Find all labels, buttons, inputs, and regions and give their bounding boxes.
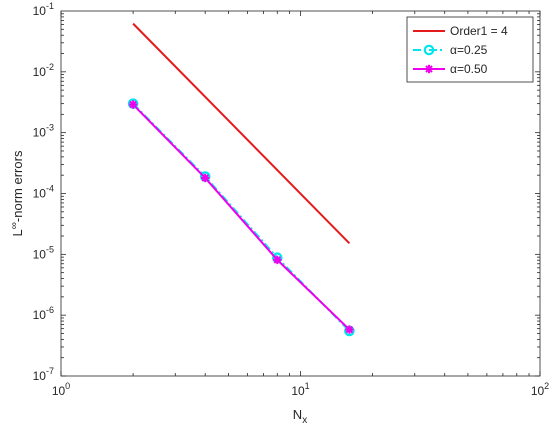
- y-tick-label: 10-7: [33, 366, 54, 383]
- series-2: [128, 100, 354, 334]
- y-tick-label: 10-2: [33, 62, 54, 79]
- legend-marker: [424, 64, 434, 74]
- y-axis-title: L∞-norm errors: [9, 150, 25, 236]
- x-tick-label: 100: [52, 381, 70, 398]
- series-line-0: [132, 22, 351, 244]
- x-axis-title: Nx: [293, 407, 307, 426]
- y-tick-label: 10-6: [33, 305, 54, 322]
- y-tick-label: 10-5: [33, 244, 54, 261]
- legend-label: α=0.25: [450, 43, 488, 57]
- legend-marker: [423, 44, 435, 56]
- series-0: [132, 22, 351, 244]
- x-tick-label: 101: [291, 381, 309, 398]
- data-point: [345, 325, 354, 334]
- data-point: [128, 100, 138, 109]
- x-tick-label: 102: [531, 381, 549, 398]
- legend-entry-1: α=0.25: [413, 43, 488, 57]
- tick-layer: 100 101 102 10-7 10-6 10-5 10-4 10-3 10-2 10-1: [33, 1, 550, 398]
- y-tick-label: 10-4: [33, 184, 54, 201]
- legend-label: α=0.50: [450, 62, 488, 76]
- legend: Order1 = 4 α=0.25 α=0.50: [406, 16, 534, 83]
- legend-entry-2: α=0.50: [413, 62, 488, 76]
- series-line-2: [132, 103, 351, 331]
- data-point: [200, 173, 210, 183]
- data-point: [273, 255, 282, 265]
- y-tick-label: 10-1: [33, 1, 54, 18]
- legend-label: Order1 = 4: [450, 24, 508, 38]
- y-tick-label: 10-3: [33, 123, 54, 140]
- series-layer: [127, 22, 355, 337]
- legend-entry-0: Order1 = 4: [413, 24, 508, 38]
